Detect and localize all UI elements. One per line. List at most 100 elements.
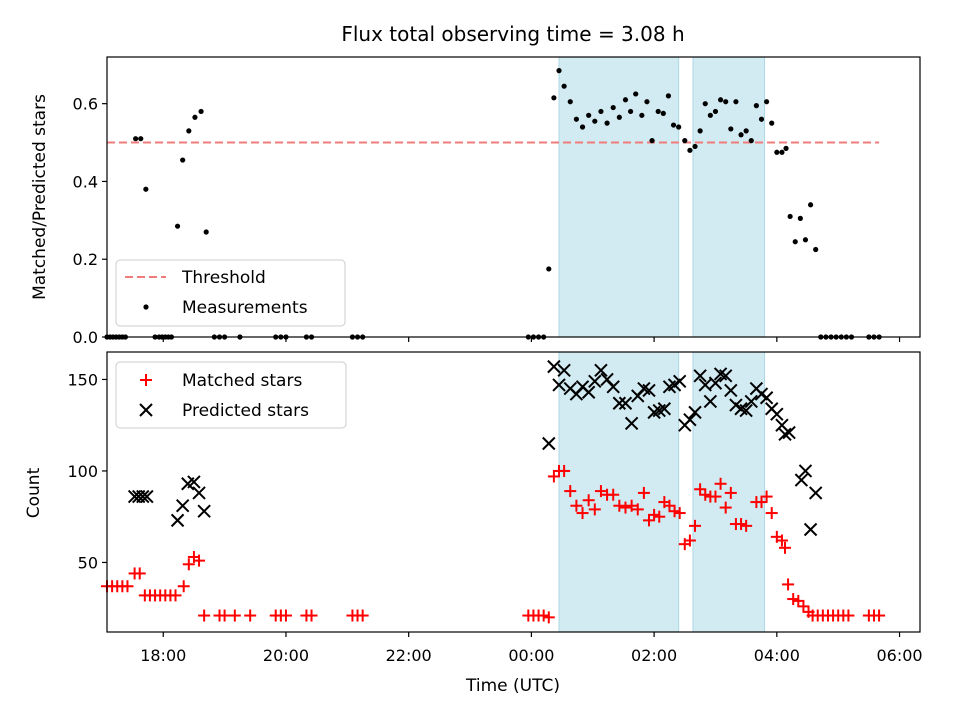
matched-star-marker: [637, 486, 650, 499]
observing-window-1: [558, 56, 680, 338]
measurement-point: [198, 108, 204, 115]
measurement-point: [692, 143, 698, 150]
matched-star-marker: [668, 505, 681, 518]
matched-star-marker: [564, 485, 577, 498]
measurement-point: [733, 99, 739, 105]
measurement-point: [610, 104, 616, 111]
ratio-x-ticks: [162, 337, 901, 342]
matched-star-marker: [740, 519, 753, 532]
x-tick-label: 18:00: [140, 646, 186, 665]
predicted-star-marker: [594, 363, 608, 378]
measurement-point: [774, 149, 780, 155]
predicted-star-marker: [744, 394, 758, 409]
measurement-point: [180, 157, 186, 163]
measurement-point: [758, 116, 765, 122]
matched-star-marker: [582, 494, 595, 507]
measurement-point: [779, 149, 785, 155]
measurement-point: [697, 128, 703, 134]
predicted-star-marker: [739, 403, 753, 418]
predicted-star-marker: [557, 363, 571, 378]
predicted-star-marker: [642, 383, 656, 398]
ratio-y-ticks: 0.0 0.2 0.4 0.6: [73, 95, 107, 347]
measurement-point: [192, 114, 198, 120]
predicted-star-marker: [688, 405, 702, 420]
matched-star-marker: [714, 477, 727, 490]
measurement-point: [138, 136, 144, 142]
x-tick-label: 22:00: [386, 646, 432, 665]
legend-matched-label: Matched stars: [182, 371, 302, 391]
measurement-point: [592, 118, 598, 124]
matched-star-marker: [169, 589, 182, 602]
measurement-point: [567, 99, 573, 105]
measurement-point: [143, 186, 149, 192]
y-tick-label: 0.6: [73, 95, 98, 114]
matched-star-marker: [709, 490, 722, 503]
matched-star-marker: [782, 578, 795, 591]
matched-star-marker: [735, 518, 748, 531]
matched-star-marker: [631, 503, 644, 516]
measurement-point: [660, 110, 666, 116]
matched-star-marker: [542, 611, 555, 624]
measurement-point: [738, 132, 744, 138]
count-y-ticks: 50 100 150: [67, 370, 107, 572]
matched-star-marker: [760, 490, 773, 503]
matched-star-marker: [594, 485, 607, 498]
predicted-star-marker: [581, 385, 596, 399]
count-legend: Matched stars Predicted stars: [115, 361, 347, 429]
measurement-point: [546, 266, 552, 272]
predicted-star-marker: [192, 486, 206, 500]
measurement-point: [797, 215, 803, 221]
matched-star-marker: [570, 499, 583, 512]
matched-star-marker: [228, 609, 241, 622]
matched-star-marker: [873, 609, 886, 622]
observing-window-1: [558, 351, 680, 633]
matched-star-marker: [547, 470, 560, 483]
predicted-star-marker: [770, 407, 784, 421]
legend-threshold-label: Threshold: [181, 268, 266, 288]
matched-star-marker: [683, 534, 696, 547]
matched-star-marker: [643, 514, 655, 527]
matched-star-marker: [663, 499, 676, 512]
predicted-star-marker: [547, 359, 561, 374]
y-tick-label: 50: [78, 553, 98, 572]
matched-star-marker: [673, 507, 686, 520]
predicted-star-marker: [175, 499, 190, 513]
ratio-plot-frame: [106, 56, 921, 338]
count-y-axis-label: Count: [24, 467, 44, 518]
matched-star-marker: [699, 488, 712, 501]
measurement-point: [807, 202, 814, 208]
measurement-point: [769, 120, 775, 126]
predicted-star-marker: [778, 427, 792, 442]
y-tick-label: 0.4: [73, 172, 98, 191]
measurement-point: [702, 101, 708, 107]
x-tick-label: 04:00: [754, 646, 800, 665]
matched-star-marker: [779, 541, 792, 554]
predicted-star-marker: [197, 504, 211, 518]
predicted-star-marker: [782, 425, 796, 440]
predicted-star-marker: [698, 378, 712, 392]
predicted-star-marker: [612, 396, 627, 410]
measurement-point: [753, 103, 759, 109]
measurement-point: [579, 124, 586, 130]
predicted-star-marker: [693, 369, 707, 383]
y-tick-label: 100: [67, 462, 98, 481]
predicted-star-marker: [724, 383, 738, 398]
measurement-point: [707, 112, 713, 118]
legend-predicted-label: Predicted stars: [182, 401, 309, 421]
matched-star-marker: [792, 594, 805, 607]
predicted-star-marker: [624, 416, 639, 431]
measurement-point: [787, 213, 793, 220]
matched-star-marker: [653, 510, 666, 523]
measurement-point: [687, 147, 693, 153]
predicted-star-marker: [606, 380, 620, 394]
measurement-point: [203, 229, 209, 235]
measurement-point: [586, 112, 592, 118]
matched-star-marker: [607, 488, 620, 501]
measurement-point: [604, 120, 610, 126]
matched-star-marker: [133, 567, 146, 580]
matched-star-marker: [279, 609, 292, 622]
matched-star-marker: [121, 580, 134, 593]
matched-star-marker: [694, 483, 707, 496]
measurement-point: [644, 99, 650, 105]
